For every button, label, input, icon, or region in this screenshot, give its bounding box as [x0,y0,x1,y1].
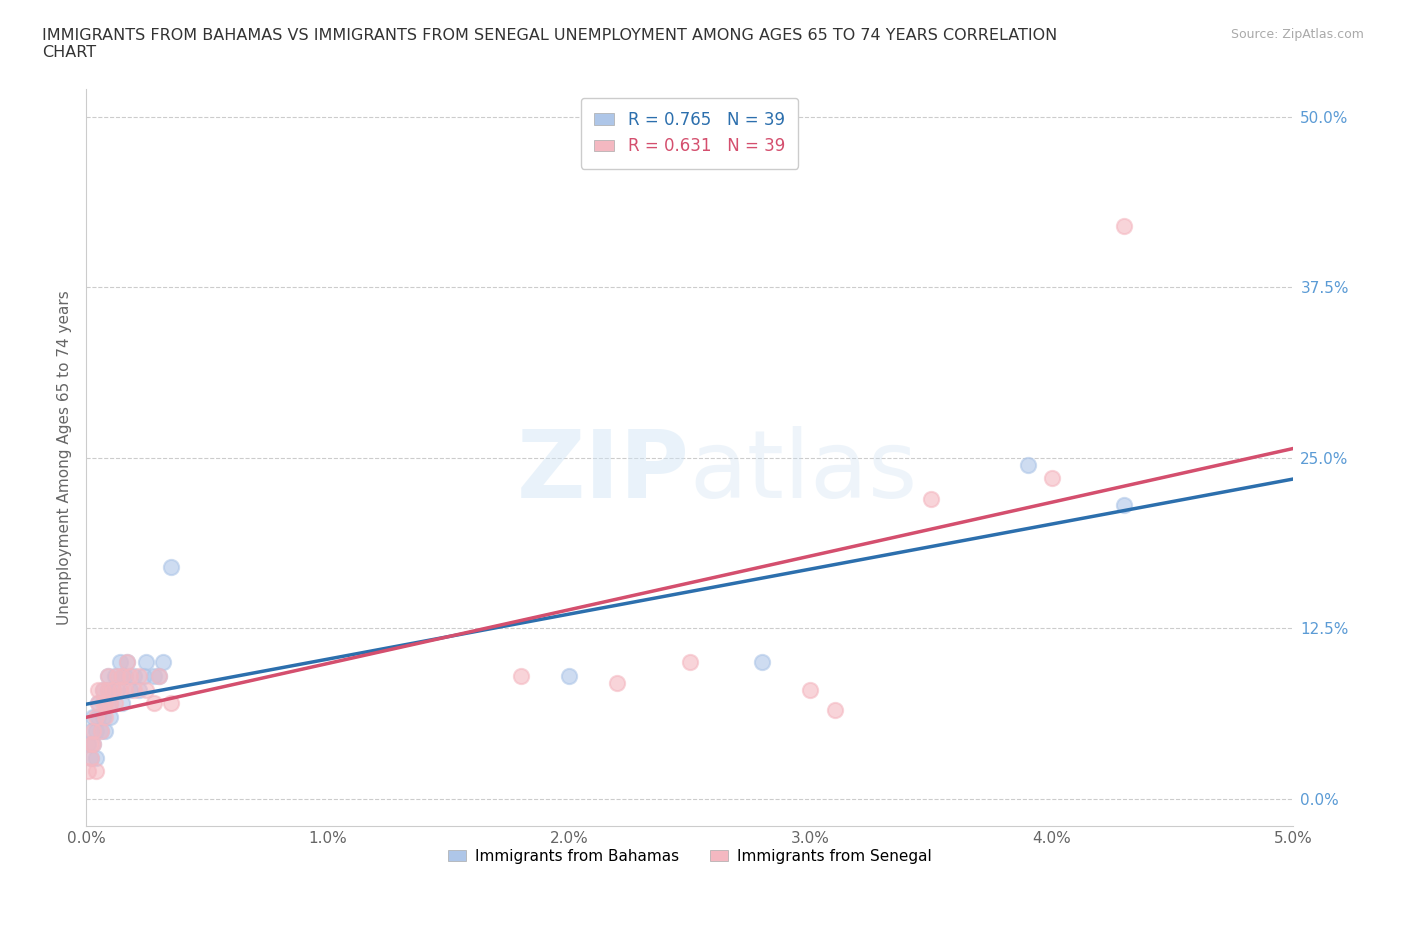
Point [1017,457,1039,472]
Point [94,710,117,724]
Point [159,559,181,574]
Point [114,683,136,698]
Point [114,669,136,684]
Point [606,675,628,690]
Point [1114,498,1136,512]
Point [87,683,110,698]
Point [142,669,165,684]
Point [87,696,110,711]
Point [124,669,146,684]
Point [1040,471,1063,485]
Point [97,683,120,698]
Point [97,669,120,684]
Point [558,669,581,684]
Point [108,655,131,670]
Point [1114,219,1136,233]
Point [91,683,114,698]
Point [104,696,127,711]
Point [80,737,103,751]
Point [115,655,138,670]
Point [509,669,531,684]
Point [118,683,141,698]
Point [84,724,107,738]
Point [824,703,846,718]
Point [135,655,157,670]
Point [107,683,129,698]
Text: ZIP: ZIP [517,427,690,518]
Point [91,683,114,698]
Point [80,751,103,765]
Point [128,683,150,698]
Text: Source: ZipAtlas.com: Source: ZipAtlas.com [1230,28,1364,41]
Point [94,696,117,711]
Point [90,724,112,738]
Text: IMMIGRANTS FROM BAHAMAS VS IMMIGRANTS FROM SENEGAL UNEMPLOYMENT AMONG AGES 65 TO: IMMIGRANTS FROM BAHAMAS VS IMMIGRANTS FR… [42,28,1057,60]
Point [132,669,155,684]
Point [77,737,100,751]
Point [82,737,104,751]
Point [97,669,120,684]
Point [82,710,104,724]
Y-axis label: Unemployment Among Ages 65 to 74 years: Unemployment Among Ages 65 to 74 years [58,290,72,625]
Point [115,655,138,670]
Point [94,696,117,711]
Point [107,669,129,684]
Point [87,710,110,724]
Point [82,737,104,751]
Point [159,696,181,711]
Point [90,724,112,738]
Point [104,669,127,684]
Point [128,669,150,684]
Legend: Immigrants from Bahamas, Immigrants from Senegal: Immigrants from Bahamas, Immigrants from… [441,843,938,870]
Point [152,655,174,670]
Point [84,751,107,765]
Point [799,683,821,698]
Point [80,724,103,738]
Point [80,751,103,765]
Point [142,696,165,711]
Point [111,669,134,684]
Point [118,669,141,684]
Point [135,683,157,698]
Point [148,669,170,684]
Point [920,491,942,506]
Point [108,683,131,698]
Point [751,655,773,670]
Point [91,696,114,711]
Point [124,683,146,698]
Point [679,655,702,670]
Point [87,696,110,711]
Point [94,724,117,738]
Point [111,669,134,684]
Point [111,696,134,711]
Point [101,683,124,698]
Point [97,683,120,698]
Text: atlas: atlas [690,427,918,518]
Point [77,764,100,779]
Point [98,710,121,724]
Point [84,710,107,724]
Point [84,764,107,779]
Point [101,683,124,698]
Point [98,696,121,711]
Point [98,696,121,711]
Point [91,710,114,724]
Point [148,669,170,684]
Point [82,724,104,738]
